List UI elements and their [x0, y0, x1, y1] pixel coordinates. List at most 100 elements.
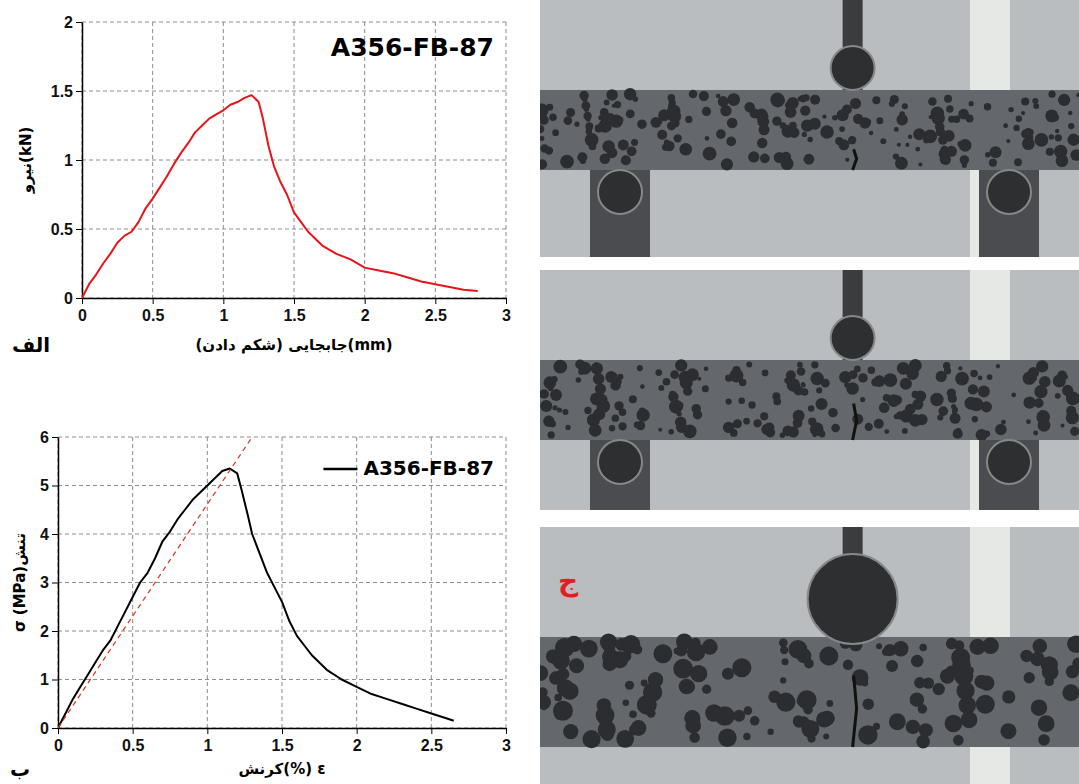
pore [1022, 137, 1035, 150]
pore [540, 136, 544, 141]
foam-beam [540, 90, 1079, 170]
pore [807, 735, 815, 743]
data-line [58, 469, 454, 728]
pore [540, 665, 548, 681]
pore [819, 431, 826, 438]
tick-mark [435, 298, 436, 304]
pore [868, 366, 875, 373]
pore [753, 419, 761, 427]
pore [1032, 98, 1038, 104]
tick-label: 5 [40, 477, 49, 494]
pore [893, 641, 908, 656]
pore [631, 139, 638, 146]
tick-label: 2.5 [425, 307, 447, 324]
pore [879, 402, 890, 413]
pore [591, 362, 603, 374]
pore [702, 685, 711, 694]
pore [748, 151, 759, 162]
pore [1003, 123, 1008, 128]
pore [637, 365, 643, 371]
pore [1021, 111, 1025, 115]
y-axis-title: نیرو(kN) [17, 127, 35, 195]
tick-mark [58, 728, 59, 734]
pore [860, 397, 865, 402]
pore [540, 125, 544, 134]
grid-line [82, 91, 506, 92]
pore [557, 407, 562, 412]
pore [595, 124, 603, 132]
pore [797, 362, 803, 368]
pore [640, 384, 645, 389]
pore [1061, 424, 1065, 428]
tick-label: 1.5 [51, 83, 73, 100]
foam-beam [540, 637, 1079, 747]
pore [797, 367, 806, 376]
pore [604, 100, 610, 106]
pore [718, 728, 737, 747]
pore [938, 406, 948, 416]
pore [663, 378, 671, 386]
pore [658, 428, 662, 432]
pore [837, 109, 849, 121]
pore [1034, 385, 1047, 398]
pore [976, 429, 988, 441]
pore [727, 93, 740, 106]
tick-label: 3 [40, 574, 49, 591]
pore [812, 433, 816, 437]
tick: 0.5 [122, 728, 144, 754]
pore [589, 143, 596, 150]
support [590, 170, 650, 257]
pore [690, 638, 700, 648]
pore [1036, 410, 1050, 424]
pore [744, 706, 753, 715]
pore [800, 105, 810, 115]
pore [928, 97, 937, 106]
pore [880, 138, 886, 144]
pore [596, 399, 610, 413]
pore [743, 733, 750, 740]
pore [618, 374, 624, 380]
tick: 0 [78, 298, 87, 324]
pore [978, 376, 983, 381]
pore [883, 373, 897, 387]
pore [540, 400, 552, 412]
pore [702, 107, 711, 116]
pore [659, 112, 667, 120]
pore [633, 96, 639, 102]
photos: ج [532, 0, 1079, 784]
pore [900, 378, 912, 390]
grid-line [58, 485, 506, 486]
pore [757, 116, 769, 128]
pore [730, 429, 738, 437]
pore [1001, 420, 1006, 425]
pore [1067, 134, 1079, 146]
pore [655, 369, 662, 376]
support-roller [987, 440, 1031, 484]
pore [966, 666, 974, 674]
pore [948, 394, 957, 403]
data-line [82, 95, 478, 298]
pore [629, 395, 637, 403]
pore [819, 403, 824, 408]
foam-beam [540, 360, 1079, 440]
pore [803, 154, 814, 165]
pore [884, 429, 889, 434]
tick: 3 [502, 298, 511, 324]
plot-area [82, 95, 478, 298]
pore [760, 154, 770, 164]
pore [704, 366, 709, 371]
photo-background [540, 527, 1079, 784]
pore [849, 370, 858, 379]
pore [748, 401, 755, 408]
pore [761, 424, 772, 435]
pore [816, 398, 828, 410]
pore [607, 147, 618, 158]
pore [639, 407, 646, 414]
pore [627, 146, 637, 156]
pore [552, 405, 557, 410]
tick-mark [76, 91, 82, 92]
pore [746, 362, 752, 368]
pore [773, 398, 781, 406]
pore [894, 127, 899, 132]
pore [786, 370, 796, 380]
